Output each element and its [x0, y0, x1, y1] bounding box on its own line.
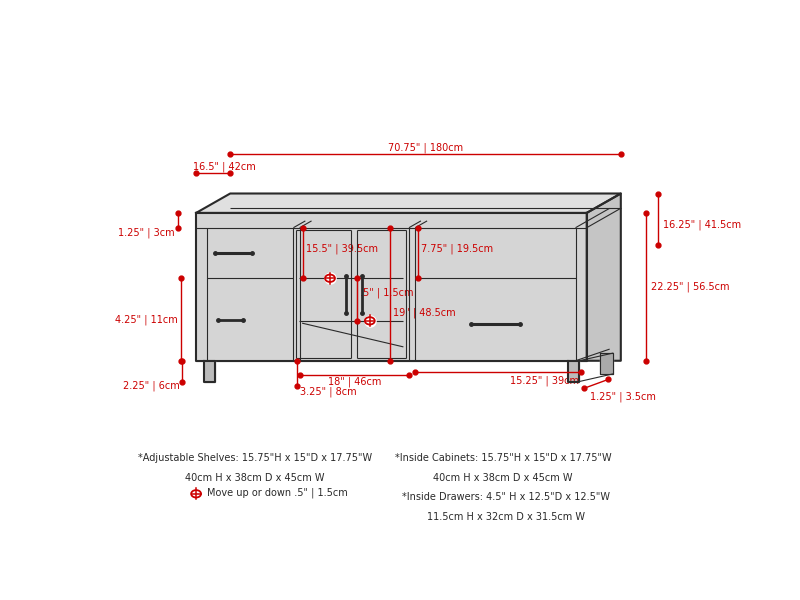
- Text: 18" | 46cm: 18" | 46cm: [328, 376, 381, 387]
- Polygon shape: [196, 213, 586, 361]
- Polygon shape: [196, 194, 621, 213]
- Text: *Adjustable Shelves: 15.75"H x 15"D x 17.75"W: *Adjustable Shelves: 15.75"H x 15"D x 17…: [138, 453, 372, 463]
- Text: 40cm H x 38cm D x 45cm W: 40cm H x 38cm D x 45cm W: [186, 473, 325, 482]
- Text: 15.5" | 39.5cm: 15.5" | 39.5cm: [306, 243, 378, 254]
- Text: 16.25" | 41.5cm: 16.25" | 41.5cm: [663, 220, 741, 230]
- Text: *Inside Drawers: 4.5" H x 12.5"D x 12.5"W: *Inside Drawers: 4.5" H x 12.5"D x 12.5"…: [402, 493, 610, 502]
- Text: *Inside Cabinets: 15.75"H x 15"D x 17.75"W: *Inside Cabinets: 15.75"H x 15"D x 17.75…: [394, 453, 611, 463]
- Text: .5" | 1.5cm: .5" | 1.5cm: [361, 287, 414, 298]
- Text: 7.75" | 19.5cm: 7.75" | 19.5cm: [422, 243, 494, 254]
- Text: 70.75" | 180cm: 70.75" | 180cm: [388, 143, 463, 154]
- Text: 1.25" | 3cm: 1.25" | 3cm: [118, 227, 174, 238]
- Polygon shape: [568, 361, 579, 382]
- Text: 22.25" | 56.5cm: 22.25" | 56.5cm: [650, 281, 729, 292]
- Polygon shape: [203, 361, 214, 382]
- Text: 11.5cm H x 32cm D x 31.5cm W: 11.5cm H x 32cm D x 31.5cm W: [427, 512, 585, 522]
- Text: 16.5" | 42cm: 16.5" | 42cm: [193, 161, 256, 172]
- Polygon shape: [600, 353, 614, 374]
- Text: Move up or down .5" | 1.5cm: Move up or down .5" | 1.5cm: [207, 487, 348, 497]
- Text: 3.25" | 8cm: 3.25" | 8cm: [300, 386, 356, 397]
- Text: 2.25" | 6cm: 2.25" | 6cm: [122, 381, 179, 391]
- Text: 19" | 48.5cm: 19" | 48.5cm: [394, 307, 456, 318]
- Text: 15.25" | 39cm: 15.25" | 39cm: [510, 376, 579, 386]
- Text: 4.25" | 11cm: 4.25" | 11cm: [114, 314, 178, 325]
- Polygon shape: [586, 194, 621, 361]
- Text: 1.25" | 3.5cm: 1.25" | 3.5cm: [590, 392, 656, 402]
- Text: 40cm H x 38cm D x 45cm W: 40cm H x 38cm D x 45cm W: [434, 473, 573, 482]
